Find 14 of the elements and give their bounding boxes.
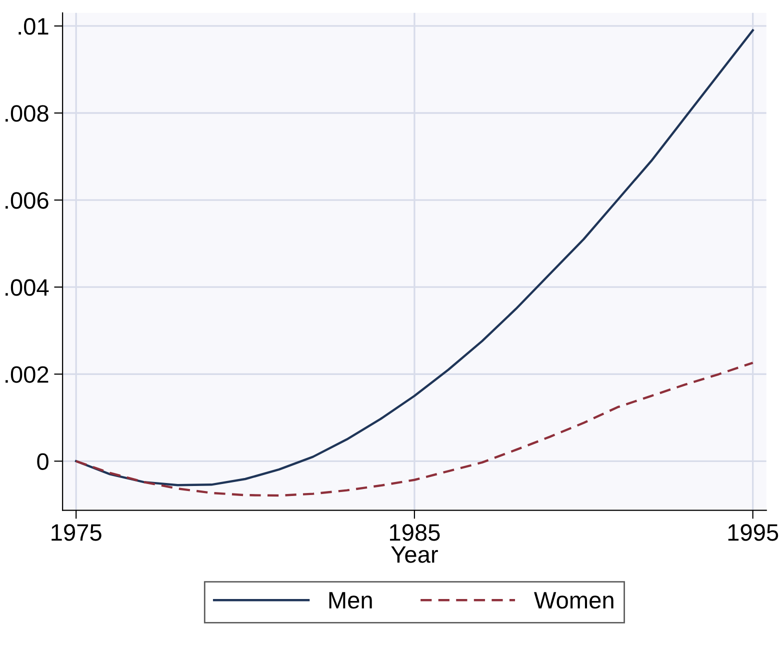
y-tick-label: .008 xyxy=(6,105,48,122)
y-tick-label: 0 xyxy=(37,453,48,470)
y-tick-label: .004 xyxy=(6,279,49,296)
y-tick-label: .002 xyxy=(6,366,48,383)
y-tick-label: .01 xyxy=(18,18,48,35)
legend-label: Women xyxy=(534,592,614,609)
x-tick-label: 1975 xyxy=(52,524,102,541)
x-tick-label: 1985 xyxy=(390,524,440,541)
legend-label: Men xyxy=(329,592,372,609)
line-series xyxy=(74,29,754,486)
line-series xyxy=(74,362,754,497)
x-axis-title: Year xyxy=(391,546,438,563)
y-tick-label: .006 xyxy=(6,192,48,209)
x-tick-label: 1995 xyxy=(728,524,778,541)
